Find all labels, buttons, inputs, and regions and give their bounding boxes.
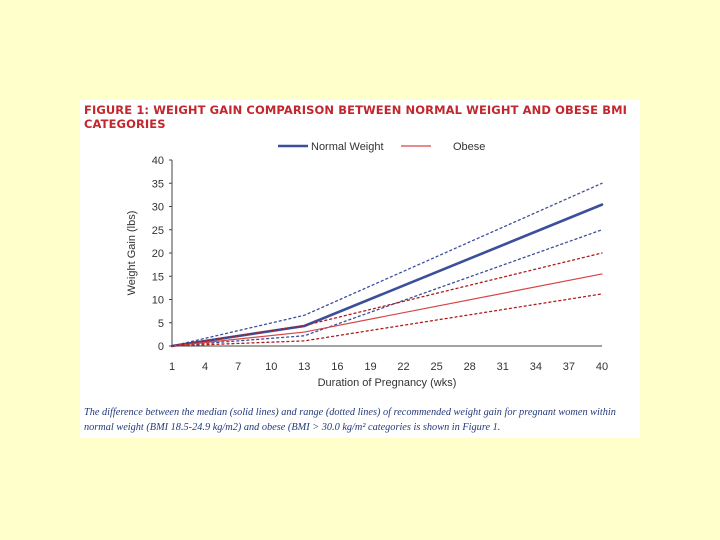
y-tick-label: 35 <box>152 178 164 190</box>
legend-label-obese: Obese <box>453 141 485 153</box>
figure-panel: FIGURE 1: WEIGHT GAIN COMPARISON BETWEEN… <box>80 100 640 438</box>
series-range-dotted-line <box>171 293 603 347</box>
x-tick-label: 40 <box>596 361 608 373</box>
y-tick-label: 5 <box>158 318 164 330</box>
x-tick-label: 34 <box>530 361 542 373</box>
x-axis-title: Duration of Pregnancy (wks) <box>318 377 457 389</box>
legend-label-normal-weight: Normal Weight <box>311 141 384 153</box>
y-axis-title: Weight Gain (lbs) <box>126 211 138 296</box>
x-tick-label: 10 <box>265 361 277 373</box>
x-tick-label: 19 <box>364 361 376 373</box>
x-tick-label: 37 <box>563 361 575 373</box>
series-range-dotted-line <box>171 182 603 347</box>
y-tick-label: 30 <box>152 202 164 214</box>
series-obese-solid-line <box>171 273 603 347</box>
y-tick-label: 20 <box>152 248 164 260</box>
x-tick-label: 22 <box>397 361 409 373</box>
y-tick-label: 10 <box>152 295 164 307</box>
x-tick-label: 1 <box>169 361 175 373</box>
y-tick-label: 40 <box>152 155 164 167</box>
figure-caption: The difference between the median (solid… <box>84 407 616 433</box>
x-tick-label: 7 <box>235 361 241 373</box>
series-range-dotted-line <box>171 252 603 347</box>
series-range-dotted-line <box>171 229 603 347</box>
x-tick-label: 13 <box>298 361 310 373</box>
x-tick-label: 28 <box>464 361 476 373</box>
x-tick-label: 31 <box>497 361 509 373</box>
x-tick-label: 4 <box>202 361 208 373</box>
x-tick-label: 16 <box>331 361 343 373</box>
figure-title: FIGURE 1: WEIGHT GAIN COMPARISON BETWEEN… <box>84 103 628 131</box>
weight-gain-chart: 0 5 10 15 20 25 30 35 40 1 4 7 10 13 16 19 22 25 28 31 34 37 4… <box>126 141 608 389</box>
y-tick-label: 25 <box>152 225 164 237</box>
y-tick-label: 0 <box>158 341 164 353</box>
series-normal-weight-solid-line <box>170 203 604 348</box>
y-tick-label: 15 <box>152 271 164 283</box>
x-tick-label: 25 <box>430 361 442 373</box>
